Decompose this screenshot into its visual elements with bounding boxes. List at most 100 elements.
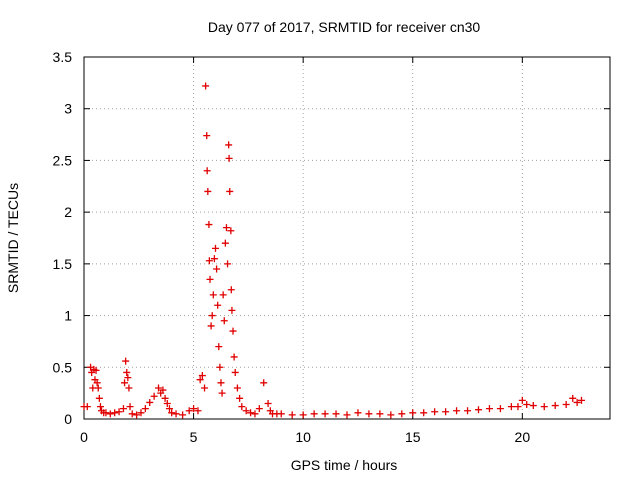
y-tick-label: 3.5 (53, 49, 73, 65)
data-point (115, 408, 123, 416)
data-point (578, 396, 586, 404)
data-point (354, 409, 362, 417)
y-tick-label: 2 (64, 204, 72, 220)
data-point (210, 255, 218, 263)
data-point (247, 409, 255, 417)
data-point (255, 405, 263, 413)
data-point (227, 227, 235, 235)
data-point (133, 411, 141, 419)
data-point (230, 353, 238, 361)
y-tick-label: 0.5 (53, 359, 73, 375)
data-point (213, 265, 221, 273)
y-tick-label: 0 (64, 411, 72, 427)
data-point (288, 411, 296, 419)
data-point (376, 410, 384, 418)
data-point (125, 384, 133, 392)
data-point (343, 411, 351, 419)
data-point (106, 410, 114, 418)
data-point (442, 408, 450, 416)
data-point (122, 357, 130, 365)
data-point (518, 396, 526, 404)
data-point (299, 411, 307, 419)
data-point (212, 244, 219, 252)
data-point (321, 410, 329, 418)
data-point (233, 384, 241, 392)
data-point (229, 327, 237, 335)
data-point (569, 394, 577, 402)
data-point (387, 411, 395, 419)
y-tick-label: 1 (64, 308, 72, 324)
data-point (215, 343, 223, 351)
data-point (96, 403, 104, 411)
data-point (496, 405, 504, 413)
data-point (485, 405, 493, 413)
data-point (236, 394, 244, 402)
chart-title: Day 077 of 2017, SRMTID for receiver cn3… (208, 19, 481, 35)
data-point (207, 322, 215, 330)
data-point (523, 401, 531, 409)
data-point (121, 379, 129, 387)
data-point (168, 409, 176, 417)
data-point (119, 405, 127, 413)
x-tick-label: 20 (515, 429, 531, 445)
data-point (141, 405, 149, 413)
y-tick-label: 3 (64, 101, 72, 117)
data-point (225, 154, 233, 162)
data-point (209, 291, 217, 299)
data-point (551, 402, 559, 410)
data-point (409, 409, 417, 417)
x-axis-label: GPS time / hours (291, 457, 398, 473)
data-point (201, 384, 209, 392)
data-point (216, 363, 224, 371)
data-point (310, 410, 318, 418)
x-tick-label: 5 (190, 429, 198, 445)
data-point (126, 403, 134, 411)
data-point (573, 398, 581, 406)
data-point (150, 392, 158, 400)
data-point (540, 403, 548, 411)
data-point (185, 407, 193, 415)
data-point (507, 403, 515, 411)
data-point (83, 403, 91, 411)
data-point (206, 275, 214, 283)
data-point (238, 403, 246, 411)
data-point (398, 410, 406, 418)
data-point (94, 384, 102, 392)
data-point (161, 394, 169, 402)
data-point (146, 398, 154, 406)
data-point (179, 411, 187, 419)
data-point (194, 407, 202, 415)
data-point (222, 224, 230, 232)
data-point (218, 389, 226, 397)
data-point (217, 379, 225, 387)
data-point (159, 386, 167, 394)
data-point (124, 374, 132, 382)
data-point (123, 368, 131, 376)
data-point (226, 187, 234, 195)
data-points (80, 82, 586, 419)
data-point (225, 141, 233, 149)
data-point (203, 167, 211, 175)
y-axis-label: SRMTID / TECUs (5, 183, 21, 293)
grid (84, 57, 610, 419)
data-point (464, 407, 472, 415)
data-point (219, 291, 227, 299)
data-point (205, 257, 213, 265)
data-point (264, 399, 272, 407)
data-point (202, 82, 210, 90)
data-point (196, 376, 204, 384)
data-point (220, 317, 228, 325)
data-point (475, 406, 482, 414)
data-point (224, 260, 232, 268)
plot-frame (83, 56, 611, 420)
data-point (529, 402, 537, 410)
data-point (204, 187, 212, 195)
data-point (431, 408, 439, 416)
data-point (95, 394, 103, 402)
data-point (214, 301, 222, 309)
data-point (102, 409, 110, 417)
data-point (198, 372, 206, 380)
data-point (420, 409, 428, 417)
data-point (365, 410, 373, 418)
